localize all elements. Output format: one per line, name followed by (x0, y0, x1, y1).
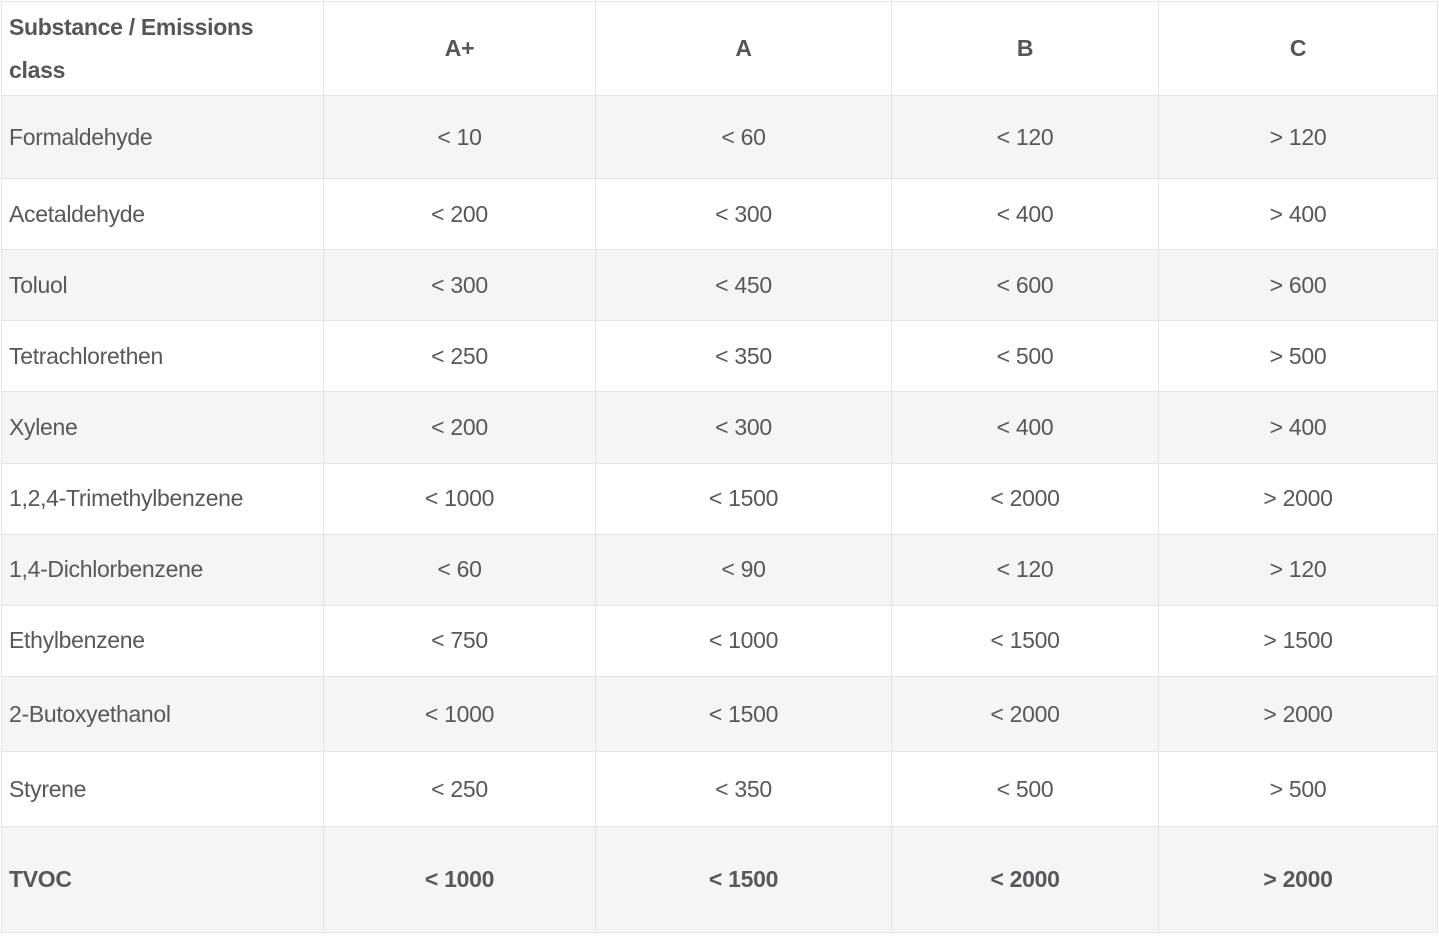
value-a: < 350 (595, 320, 892, 393)
table-row-trimethylbenzene: 1,2,4-Trimethylbenzene < 1000 < 1500 < 2… (1, 462, 1438, 535)
substance-name: Styrene (1, 751, 324, 827)
value-b: < 120 (891, 533, 1159, 606)
value-c: > 120 (1158, 95, 1438, 179)
value-b: < 120 (891, 95, 1159, 179)
value-c: > 2000 (1158, 676, 1438, 752)
table-row-butoxyethanol: 2-Butoxyethanol < 1000 < 1500 < 2000 > 2… (1, 676, 1438, 752)
value-a: < 1000 (595, 604, 892, 678)
value-c: > 120 (1158, 533, 1438, 606)
value-a-plus: < 250 (323, 751, 596, 827)
table-header-row: Substance / Emissions class A+ A B C (1, 1, 1438, 96)
value-c: > 500 (1158, 320, 1438, 393)
substance-name: Acetaldehyde (1, 177, 324, 251)
table-row-formaldehyde: Formaldehyde < 10 < 60 < 120 > 120 (1, 95, 1438, 179)
value-b: < 2000 (891, 462, 1159, 535)
table-row-ethylbenzene: Ethylbenzene < 750 < 1000 < 1500 > 1500 (1, 604, 1438, 678)
value-c: > 1500 (1158, 604, 1438, 678)
value-b: < 400 (891, 177, 1159, 251)
value-a-plus: < 750 (323, 604, 596, 678)
table-row-styrene: Styrene < 250 < 350 < 500 > 500 (1, 751, 1438, 827)
value-b: < 1500 (891, 604, 1159, 678)
substance-name: 1,2,4-Trimethylbenzene (1, 462, 324, 535)
column-header-a-plus: A+ (323, 1, 596, 96)
value-a-plus: < 300 (323, 249, 596, 322)
table-row-tvoc: TVOC < 1000 < 1500 < 2000 > 2000 (1, 826, 1438, 933)
value-b: < 600 (891, 249, 1159, 322)
value-a: < 1500 (595, 462, 892, 535)
column-header-substance: Substance / Emissions class (1, 1, 324, 96)
value-a: < 300 (595, 177, 892, 251)
value-a: < 450 (595, 249, 892, 322)
value-a-plus: < 200 (323, 391, 596, 464)
value-b: < 2000 (891, 676, 1159, 752)
value-a: < 90 (595, 533, 892, 606)
value-a: < 60 (595, 95, 892, 179)
value-c: > 400 (1158, 177, 1438, 251)
column-header-b: B (891, 1, 1159, 96)
table-row-tetrachlorethen: Tetrachlorethen < 250 < 350 < 500 > 500 (1, 320, 1438, 393)
substance-name: Formaldehyde (1, 95, 324, 179)
value-c: > 500 (1158, 751, 1438, 827)
value-c: > 600 (1158, 249, 1438, 322)
value-a: < 300 (595, 391, 892, 464)
value-b: < 400 (891, 391, 1159, 464)
table-row-dichlorbenzene: 1,4-Dichlorbenzene < 60 < 90 < 120 > 120 (1, 533, 1438, 606)
substance-name: Toluol (1, 249, 324, 322)
value-a-plus: < 1000 (323, 826, 596, 933)
table-row-acetaldehyde: Acetaldehyde < 200 < 300 < 400 > 400 (1, 177, 1438, 251)
value-b: < 500 (891, 751, 1159, 827)
value-a: < 1500 (595, 676, 892, 752)
value-a-plus: < 1000 (323, 462, 596, 535)
column-header-c: C (1158, 1, 1438, 96)
value-b: < 2000 (891, 826, 1159, 933)
value-a-plus: < 10 (323, 95, 596, 179)
substance-name: Ethylbenzene (1, 604, 324, 678)
value-a: < 350 (595, 751, 892, 827)
substance-name: Tetrachlorethen (1, 320, 324, 393)
value-b: < 500 (891, 320, 1159, 393)
substance-name: TVOC (1, 826, 324, 933)
value-a-plus: < 60 (323, 533, 596, 606)
value-c: > 2000 (1158, 462, 1438, 535)
substance-name: 2-Butoxyethanol (1, 676, 324, 752)
substance-name: 1,4-Dichlorbenzene (1, 533, 324, 606)
value-a: < 1500 (595, 826, 892, 933)
substance-name: Xylene (1, 391, 324, 464)
value-a-plus: < 1000 (323, 676, 596, 752)
value-c: > 2000 (1158, 826, 1438, 933)
table-row-xylene: Xylene < 200 < 300 < 400 > 400 (1, 391, 1438, 464)
table-row-toluol: Toluol < 300 < 450 < 600 > 600 (1, 249, 1438, 322)
value-a-plus: < 250 (323, 320, 596, 393)
value-a-plus: < 200 (323, 177, 596, 251)
value-c: > 400 (1158, 391, 1438, 464)
column-header-a: A (595, 1, 892, 96)
